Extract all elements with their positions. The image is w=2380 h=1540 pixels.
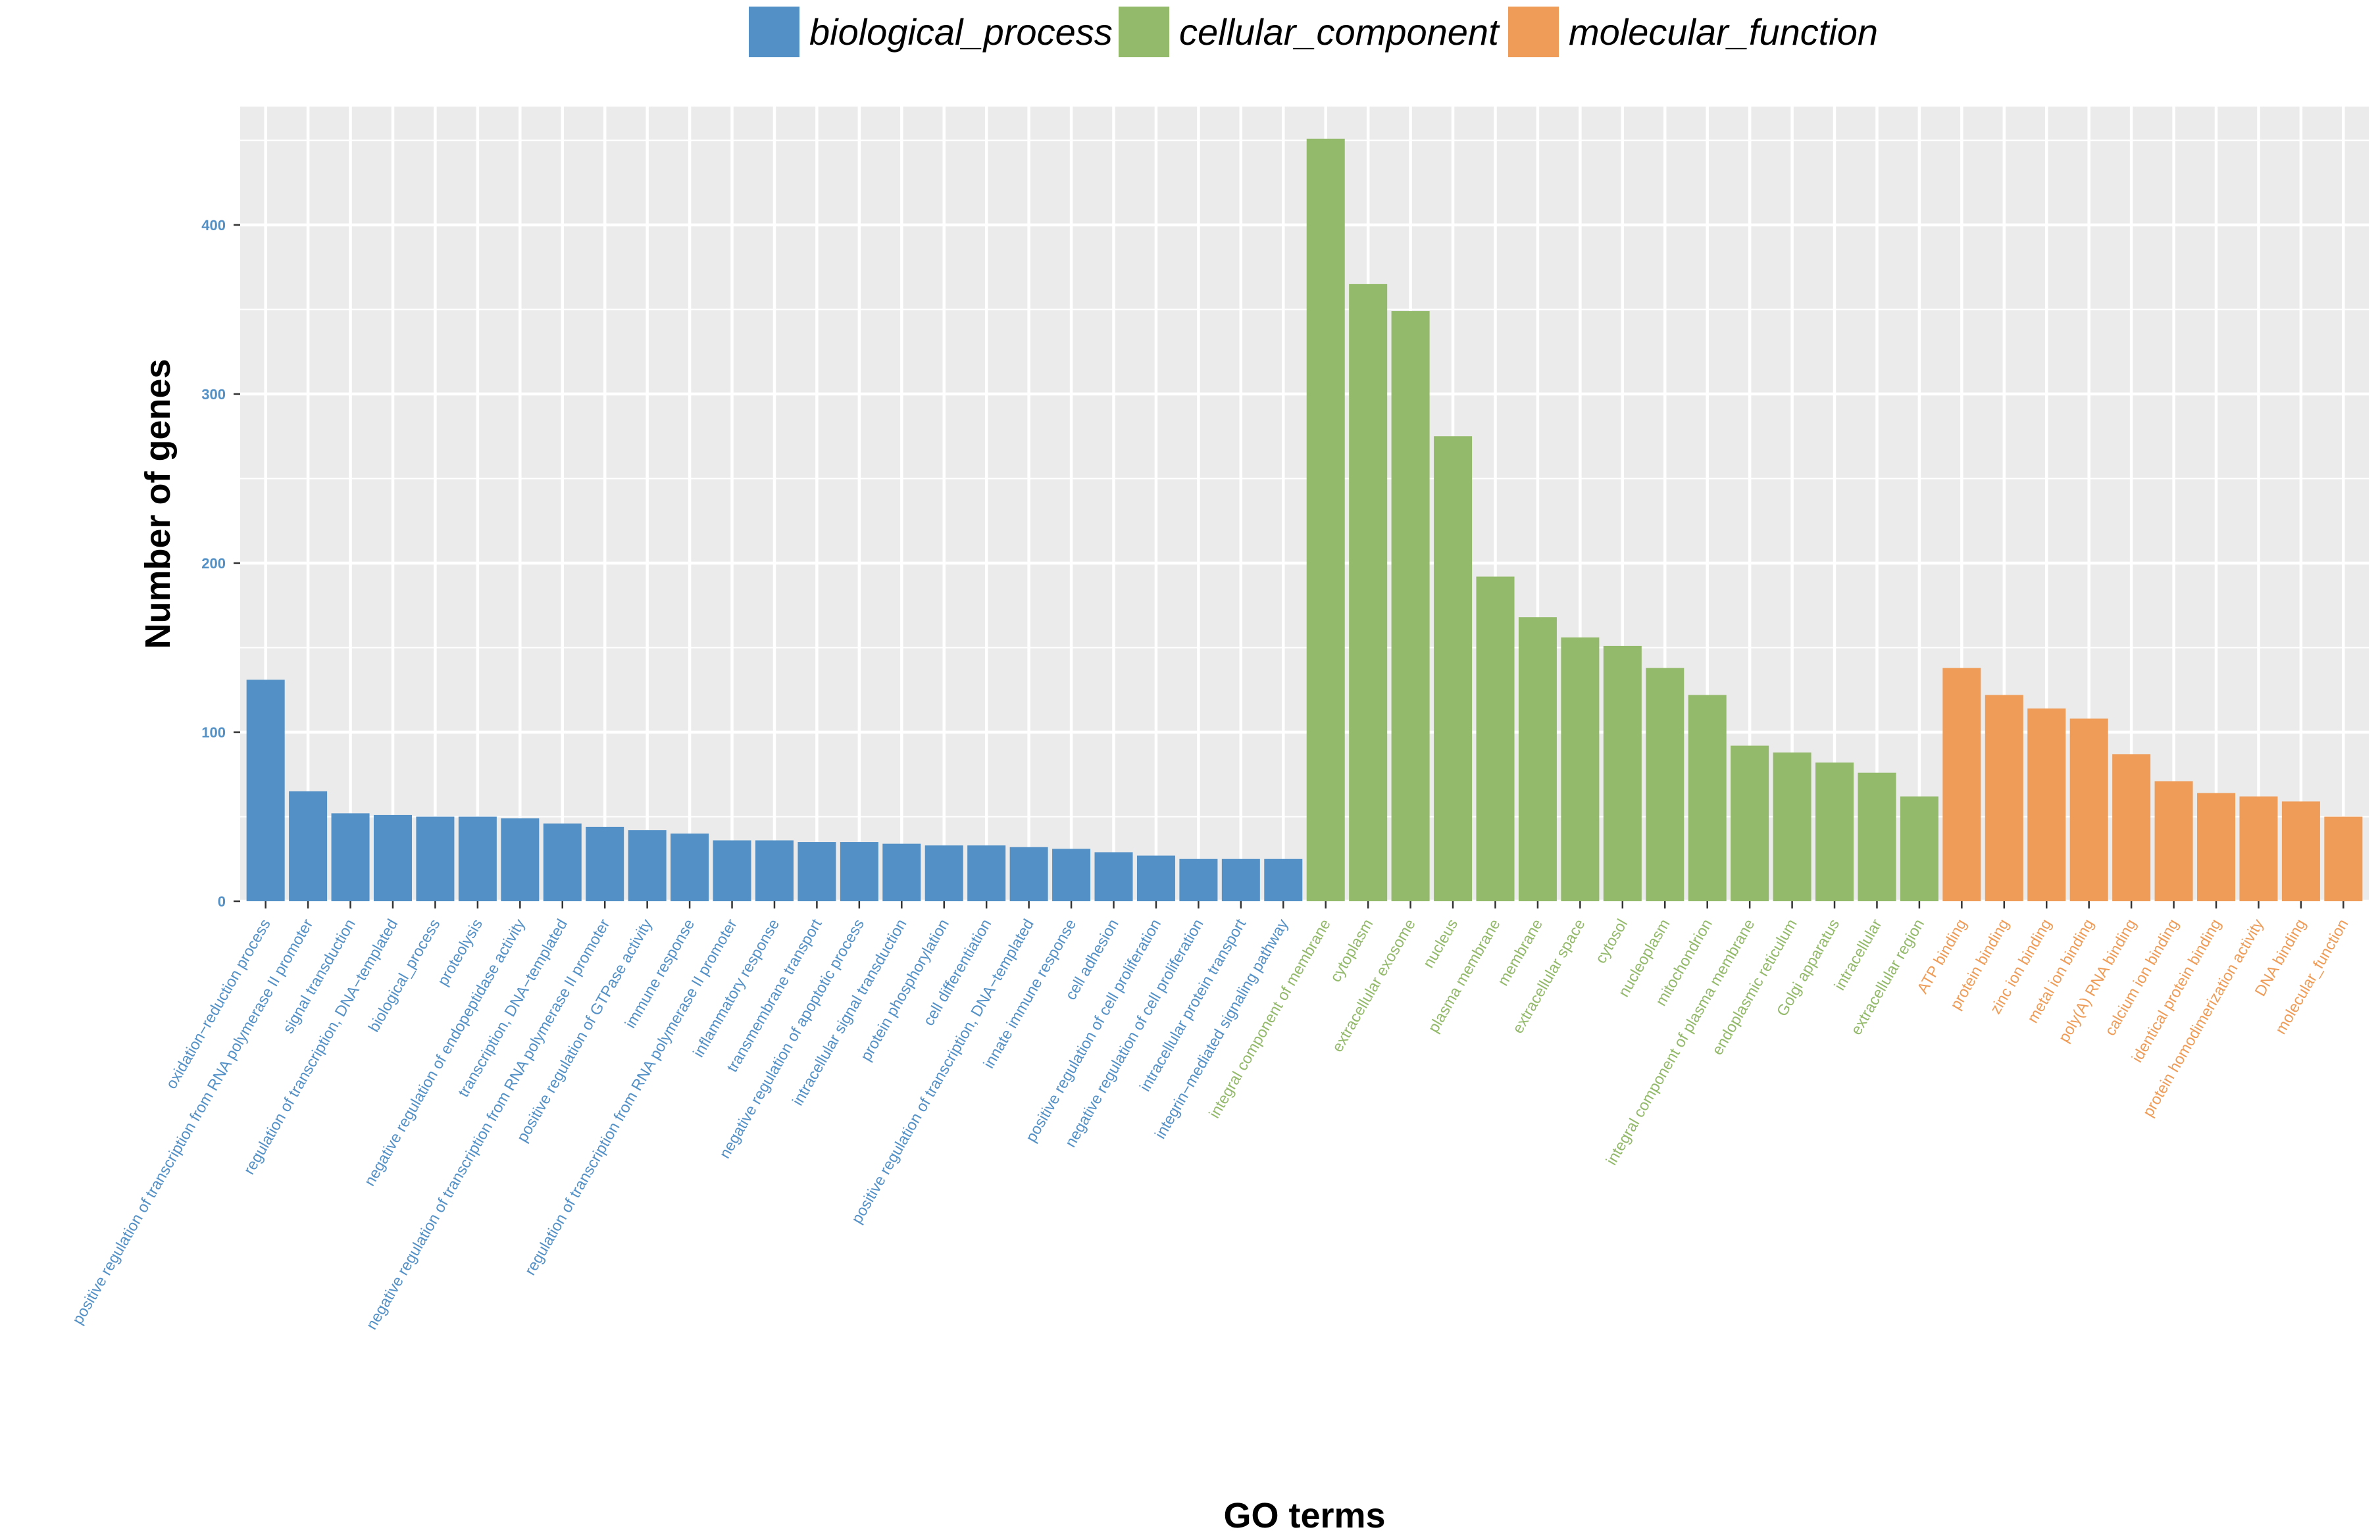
bar-biological-process bbox=[713, 840, 751, 901]
legend-key-molecular-function bbox=[1508, 7, 1559, 57]
bar-molecular-function bbox=[2324, 816, 2363, 901]
bar-biological-process bbox=[1136, 855, 1175, 901]
bar-cellular-component bbox=[1688, 695, 1727, 901]
bar-cellular-component bbox=[1900, 796, 1938, 901]
bar-biological-process bbox=[967, 845, 1006, 901]
bar-biological-process bbox=[798, 842, 836, 901]
x-tick-label: extracellular exosome bbox=[1329, 916, 1419, 1055]
x-tick-label: cytosol bbox=[1592, 916, 1631, 966]
bar-cellular-component bbox=[1603, 645, 1642, 901]
y-tick-label: 300 bbox=[201, 386, 226, 403]
bar-cellular-component bbox=[1306, 138, 1345, 902]
x-tick-label: nucleus bbox=[1419, 916, 1461, 971]
bar-biological-process bbox=[671, 833, 709, 901]
bar-biological-process bbox=[1264, 858, 1303, 901]
bar-cellular-component bbox=[1773, 752, 1811, 901]
bar-biological-process bbox=[840, 842, 878, 901]
legend: biological_process cellular_component mole… bbox=[749, 7, 1878, 57]
y-axis: 0 100 200 300 400 bbox=[201, 217, 240, 910]
bar-biological-process bbox=[1221, 858, 1260, 901]
bar-biological-process bbox=[331, 813, 370, 901]
x-tick-label: negative regulation of endopeptidase act… bbox=[361, 916, 528, 1189]
bar-biological-process bbox=[755, 840, 794, 901]
bar-cellular-component bbox=[1434, 436, 1473, 901]
y-tick-label: 200 bbox=[201, 555, 226, 572]
bar-molecular-function bbox=[2112, 754, 2151, 901]
bar-cellular-component bbox=[1858, 772, 1896, 901]
bar-molecular-function bbox=[1985, 695, 2023, 901]
bar-cellular-component bbox=[1646, 668, 1684, 901]
legend-key-biological-process bbox=[749, 7, 799, 57]
bar-cellular-component bbox=[1731, 745, 1769, 901]
bar-cellular-component bbox=[1815, 762, 1854, 901]
bar-biological-process bbox=[1179, 858, 1218, 901]
legend-label: cellular_component bbox=[1179, 11, 1500, 53]
x-axis-title: GO terms bbox=[1223, 1496, 1385, 1535]
bar-biological-process bbox=[373, 814, 412, 901]
bars bbox=[246, 138, 2363, 902]
bar-molecular-function bbox=[2281, 801, 2320, 901]
bar-molecular-function bbox=[1942, 668, 1981, 901]
bar-biological-process bbox=[1009, 847, 1048, 901]
y-tick-label: 100 bbox=[201, 724, 226, 741]
bar-molecular-function bbox=[2197, 793, 2236, 901]
bar-molecular-function bbox=[2154, 781, 2193, 901]
bar-cellular-component bbox=[1476, 576, 1515, 901]
bar-biological-process bbox=[628, 830, 667, 901]
bar-biological-process bbox=[246, 680, 285, 901]
bar-cellular-component bbox=[1349, 284, 1388, 902]
bar-molecular-function bbox=[2239, 796, 2278, 901]
bar-biological-process bbox=[586, 826, 624, 901]
bar-biological-process bbox=[924, 845, 963, 901]
bar-biological-process bbox=[543, 823, 582, 901]
bar-molecular-function bbox=[2027, 708, 2066, 901]
bar-biological-process bbox=[501, 818, 540, 901]
bar-biological-process bbox=[458, 816, 497, 901]
legend-key-cellular-component bbox=[1119, 7, 1169, 57]
bar-cellular-component bbox=[1391, 310, 1430, 902]
bar-biological-process bbox=[416, 816, 455, 901]
bar-cellular-component bbox=[1518, 617, 1557, 901]
bar-biological-process bbox=[1052, 849, 1091, 901]
bar-biological-process bbox=[1094, 852, 1133, 901]
bar-biological-process bbox=[289, 791, 328, 901]
x-tick-label: cytoplasm bbox=[1327, 916, 1376, 985]
legend-label: molecular_function bbox=[1569, 11, 1878, 53]
x-tick-label: poly(A) RNA binding bbox=[2055, 916, 2139, 1045]
y-axis-title: Number of genes bbox=[138, 359, 178, 649]
legend-label: biological_process bbox=[809, 11, 1113, 53]
bar-cellular-component bbox=[1561, 637, 1600, 901]
y-tick-label: 400 bbox=[201, 217, 226, 234]
bar-molecular-function bbox=[2069, 718, 2108, 901]
bar-biological-process bbox=[882, 843, 921, 901]
y-tick-label: 0 bbox=[218, 893, 226, 910]
